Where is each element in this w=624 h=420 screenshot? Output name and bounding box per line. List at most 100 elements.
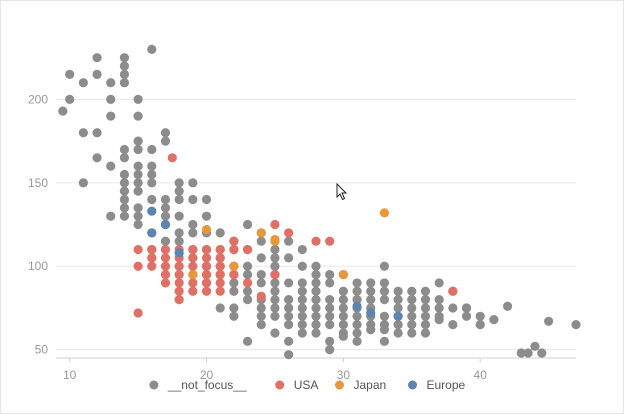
data-point-usa[interactable] [242, 244, 253, 255]
data-point-europe[interactable] [147, 206, 157, 216]
data-point-not-focus[interactable] [352, 278, 362, 288]
data-point-not-focus[interactable] [393, 328, 403, 338]
data-point-not-focus[interactable] [270, 295, 280, 305]
data-point-usa[interactable] [201, 244, 212, 255]
data-point-not-focus[interactable] [311, 320, 321, 330]
data-point-not-focus[interactable] [379, 286, 390, 296]
data-point-not-focus[interactable] [338, 320, 348, 330]
data-point-usa[interactable] [215, 269, 225, 280]
data-point-not-focus[interactable] [106, 161, 116, 171]
data-point-not-focus[interactable] [215, 228, 225, 238]
data-point-usa[interactable] [133, 261, 143, 271]
data-point-not-focus[interactable] [420, 320, 431, 330]
data-point-usa[interactable] [160, 278, 171, 288]
data-point-not-focus[interactable] [297, 295, 307, 305]
data-point-not-focus[interactable] [297, 286, 307, 296]
data-point-usa[interactable] [147, 244, 157, 255]
data-point-not-focus[interactable] [242, 295, 253, 305]
data-point-not-focus[interactable] [338, 303, 348, 313]
data-point-not-focus[interactable] [92, 153, 102, 163]
data-point-not-focus[interactable] [229, 278, 239, 288]
data-point-not-focus[interactable] [147, 178, 157, 188]
data-point-not-focus[interactable] [311, 261, 321, 271]
data-point-not-focus[interactable] [133, 169, 143, 180]
data-point-not-focus[interactable] [201, 211, 212, 221]
data-point-not-focus[interactable] [188, 194, 198, 205]
data-point-not-focus[interactable] [352, 328, 362, 338]
data-point-usa[interactable] [188, 253, 198, 263]
data-point-not-focus[interactable] [119, 144, 130, 155]
data-point-not-focus[interactable] [284, 236, 294, 246]
data-point-not-focus[interactable] [133, 136, 143, 146]
data-point-not-focus[interactable] [338, 295, 348, 305]
data-point-not-focus[interactable] [366, 325, 376, 335]
data-point-not-focus[interactable] [256, 311, 266, 321]
data-point-not-focus[interactable] [325, 269, 335, 280]
data-point-not-focus[interactable] [420, 295, 431, 305]
data-point-not-focus[interactable] [119, 178, 130, 188]
data-point-not-focus[interactable] [229, 311, 239, 321]
data-point-europe[interactable] [352, 301, 362, 311]
data-point-not-focus[interactable] [242, 336, 253, 346]
data-point-not-focus[interactable] [393, 320, 403, 330]
data-point-not-focus[interactable] [325, 345, 335, 355]
data-point-not-focus[interactable] [311, 286, 321, 296]
data-point-not-focus[interactable] [284, 336, 294, 346]
data-point-not-focus[interactable] [270, 261, 280, 271]
data-point-not-focus[interactable] [311, 303, 321, 313]
data-point-not-focus[interactable] [434, 303, 444, 313]
data-point-not-focus[interactable] [119, 203, 130, 213]
data-point-not-focus[interactable] [119, 61, 130, 71]
data-point-not-focus[interactable] [242, 269, 253, 280]
data-point-not-focus[interactable] [297, 303, 307, 313]
data-point-not-focus[interactable] [475, 311, 485, 321]
data-point-usa[interactable] [160, 269, 171, 280]
data-point-usa[interactable] [174, 278, 184, 288]
data-point-not-focus[interactable] [270, 286, 280, 296]
data-point-not-focus[interactable] [297, 278, 307, 288]
data-point-not-focus[interactable] [311, 278, 321, 288]
data-point-not-focus[interactable] [379, 336, 390, 346]
data-point-not-focus[interactable] [133, 94, 143, 104]
data-point-not-focus[interactable] [133, 161, 143, 171]
data-point-usa[interactable] [201, 269, 212, 280]
data-point-not-focus[interactable] [284, 320, 294, 330]
data-point-usa[interactable] [174, 269, 184, 280]
data-point-not-focus[interactable] [133, 186, 143, 196]
data-point-not-focus[interactable] [174, 178, 184, 188]
data-point-not-focus[interactable] [270, 278, 280, 288]
data-point-usa[interactable] [229, 236, 239, 246]
data-point-not-focus[interactable] [256, 320, 266, 330]
data-point-not-focus[interactable] [434, 278, 444, 288]
data-point-not-focus[interactable] [311, 311, 321, 321]
data-point-not-focus[interactable] [147, 169, 157, 180]
data-point-japan[interactable] [201, 224, 212, 235]
data-point-not-focus[interactable] [133, 144, 143, 155]
data-point-not-focus[interactable] [119, 78, 130, 88]
data-point-usa[interactable] [256, 291, 266, 301]
data-point-not-focus[interactable] [133, 219, 143, 230]
data-point-usa[interactable] [147, 261, 157, 271]
data-point-not-focus[interactable] [461, 303, 472, 313]
data-point-not-focus[interactable] [407, 311, 417, 321]
data-point-not-focus[interactable] [147, 144, 157, 155]
data-point-not-focus[interactable] [229, 303, 239, 313]
data-point-not-focus[interactable] [325, 278, 335, 288]
data-point-not-focus[interactable] [311, 328, 321, 338]
data-point-usa[interactable] [270, 219, 280, 230]
data-point-not-focus[interactable] [393, 295, 403, 305]
data-point-not-focus[interactable] [174, 194, 184, 205]
data-point-not-focus[interactable] [407, 303, 417, 313]
data-point-not-focus[interactable] [297, 311, 307, 321]
data-point-not-focus[interactable] [475, 320, 485, 330]
data-point-not-focus[interactable] [284, 253, 294, 263]
data-point-usa[interactable] [147, 253, 157, 263]
data-point-not-focus[interactable] [434, 295, 444, 305]
data-point-usa[interactable] [284, 228, 294, 238]
data-point-not-focus[interactable] [379, 278, 390, 288]
data-point-not-focus[interactable] [92, 53, 102, 63]
data-point-not-focus[interactable] [174, 236, 184, 246]
data-point-not-focus[interactable] [160, 211, 171, 221]
data-point-usa[interactable] [167, 153, 177, 163]
data-point-not-focus[interactable] [366, 295, 376, 305]
